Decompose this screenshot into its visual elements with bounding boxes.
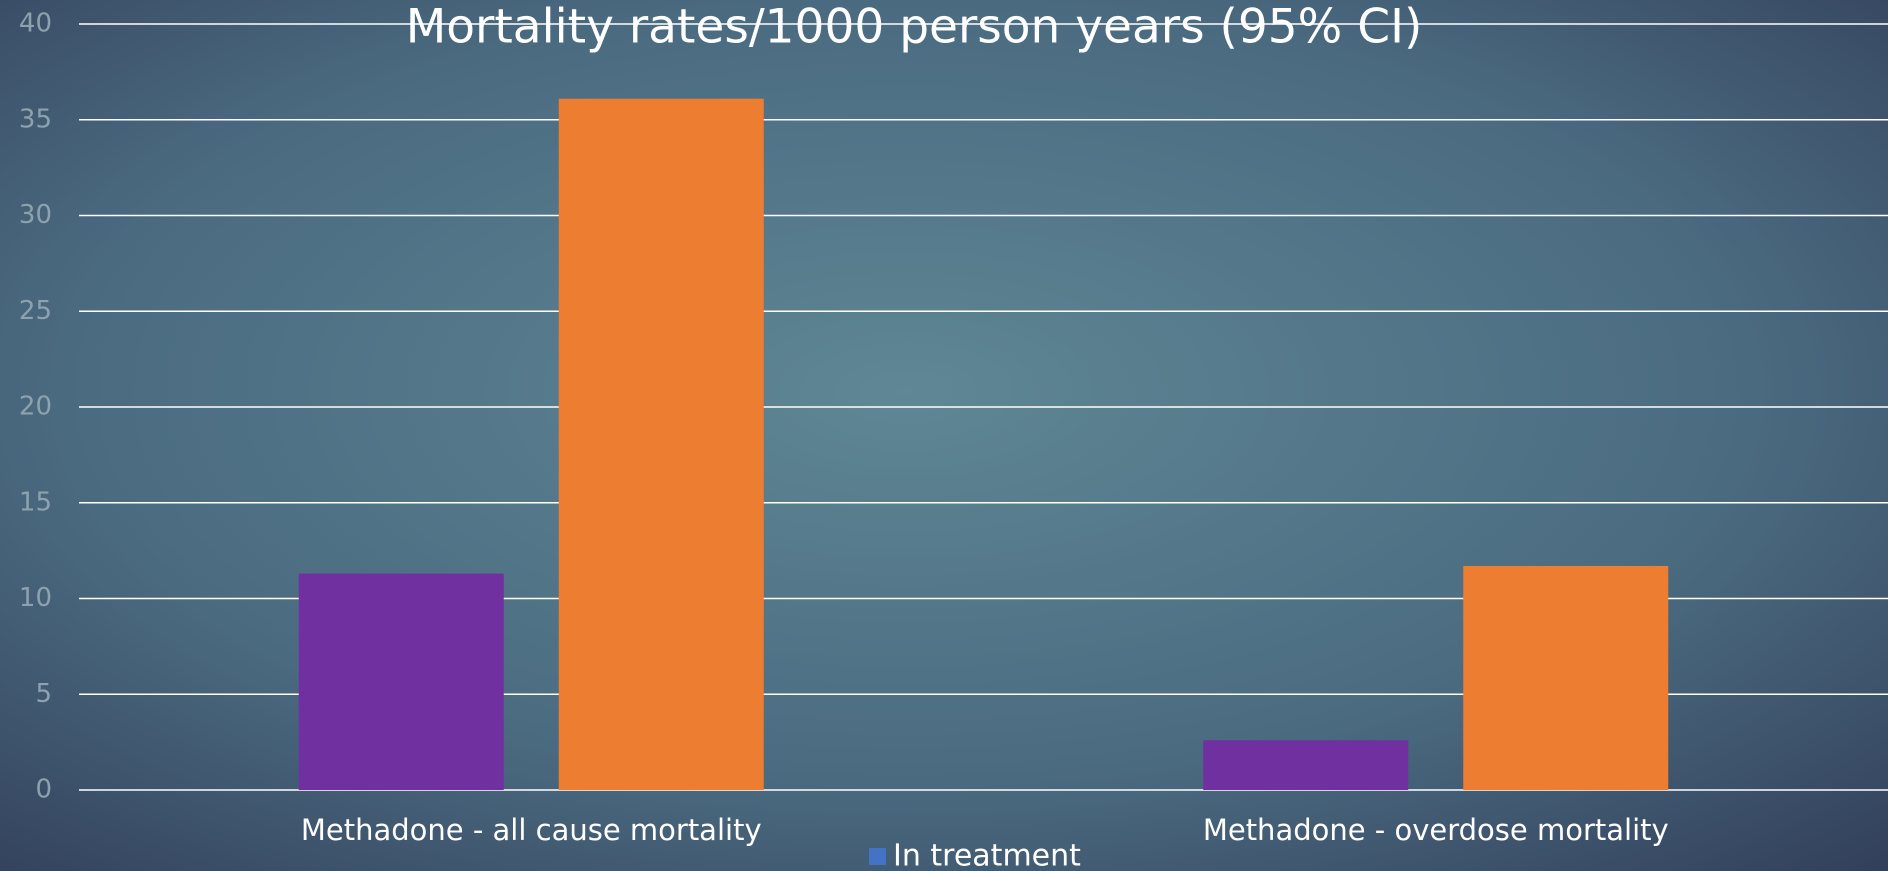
legend-label: In treatment xyxy=(893,839,1081,871)
y-tick-label: 0 xyxy=(35,775,52,805)
y-tick-label: 25 xyxy=(19,296,52,326)
x-tick-label: Methadone - all cause mortality xyxy=(301,813,762,847)
y-tick-label: 40 xyxy=(19,9,52,39)
y-tick-label: 10 xyxy=(19,583,52,613)
y-tick-label: 20 xyxy=(19,392,52,422)
y-tick-label: 15 xyxy=(19,487,52,517)
bar xyxy=(1463,565,1669,790)
bar xyxy=(298,573,504,790)
x-tick-label: Methadone - overdose mortality xyxy=(1203,813,1669,847)
bar xyxy=(558,98,764,790)
bar xyxy=(1203,740,1409,790)
y-tick-label: 5 xyxy=(35,679,52,709)
chart-title: Mortality rates/1000 person years (95% C… xyxy=(406,0,1423,55)
y-tick-label: 30 xyxy=(19,200,52,230)
marks xyxy=(298,98,1669,790)
legend-swatch xyxy=(869,848,886,865)
y-tick-label: 35 xyxy=(19,104,52,134)
